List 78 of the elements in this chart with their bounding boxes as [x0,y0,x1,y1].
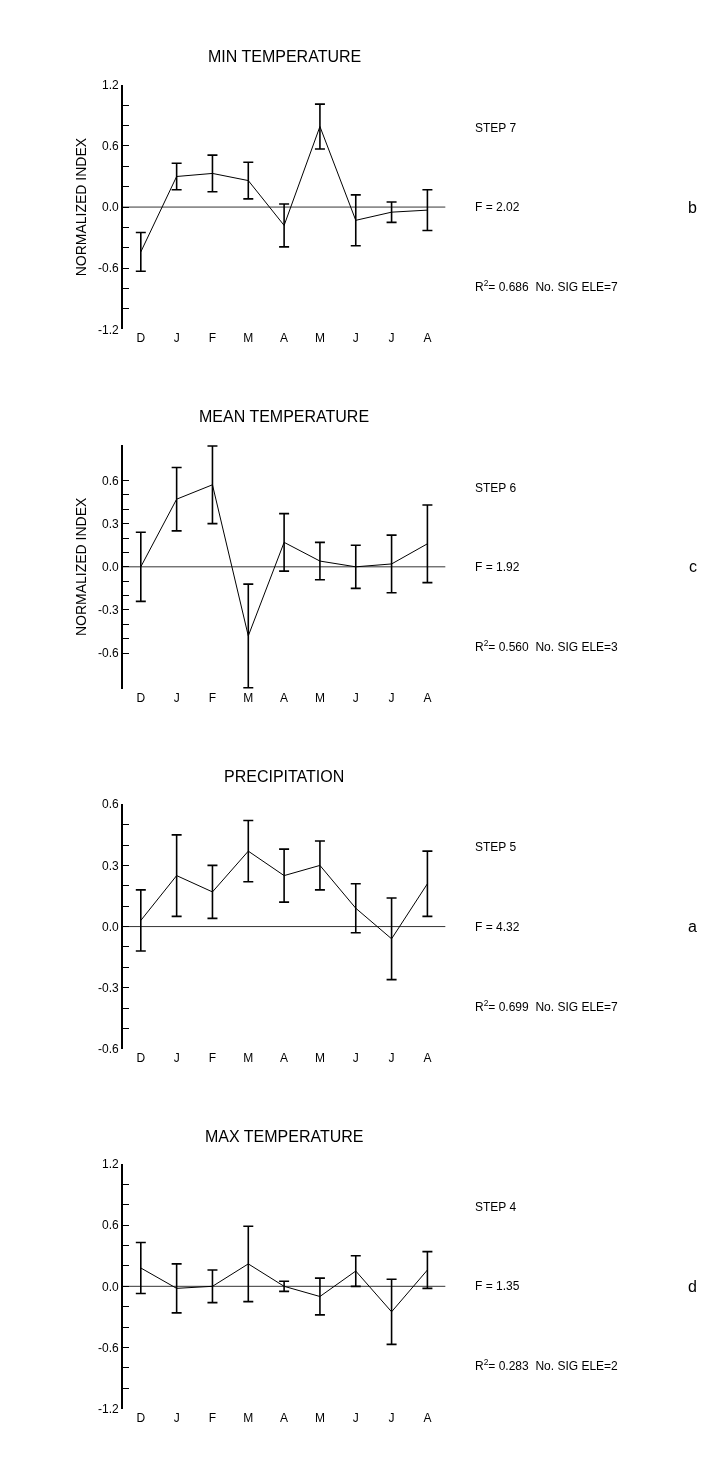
text: STEP 7 [475,121,517,135]
y-tick-label: 0.6 [102,797,120,812]
chart-title: PRECIPITATION [224,768,345,785]
y-tick-label: -1.2 [98,322,120,337]
text: b [688,199,697,216]
x-tick-label: J [388,691,395,706]
chart-title: MIN TEMPERATURE [208,48,362,65]
x-tick-label: J [352,331,359,346]
x-tick-label: M [314,1050,325,1065]
x-tick-label: J [173,1050,180,1065]
x-tick-label: M [314,331,325,346]
x-tick-label: J [352,691,359,706]
x-tick-label: M [314,1410,325,1425]
y-tick-label: 0.0 [102,200,120,215]
y-tick-label: 0.6 [102,1218,120,1233]
x-tick-label: D [136,1410,146,1425]
y-tick-label: -1.2 [98,1401,120,1416]
y-tick-label: -0.6 [98,1340,120,1355]
x-tick-label: A [423,691,432,706]
x-tick-label: F [208,1050,217,1065]
text: R$^{2}$= 0.699 No. SIG ELE=7 [475,998,619,1015]
text: F = 2.02 [475,200,520,214]
x-tick-label: D [136,1050,146,1065]
y-tick-label: 0.0 [102,560,120,575]
x-tick-label: J [352,1410,359,1425]
x-tick-label: J [388,331,395,346]
text: R$^{2}$= 0.283 No. SIG ELE=2 [475,1357,619,1374]
y-tick-label: -0.3 [98,980,120,995]
x-tick-label: D [136,691,146,706]
y-tick-label: 1.2 [102,77,120,92]
x-tick-label: J [173,1410,180,1425]
text: d [688,1278,697,1295]
x-tick-label: M [243,691,254,706]
y-tick-label: 0.0 [102,919,120,934]
text: F = 1.35 [475,1279,520,1293]
x-tick-label: A [280,691,289,706]
x-tick-label: A [280,331,289,346]
x-tick-label: F [208,691,217,706]
text: a [688,918,697,935]
x-tick-label: A [423,1410,432,1425]
x-tick-label: F [208,331,217,346]
y-tick-label: 0.6 [102,139,120,154]
x-tick-label: J [352,1050,359,1065]
y-axis-title: NORMALIZED INDEX [73,496,90,637]
x-tick-label: A [423,1050,432,1065]
y-tick-label: 0.6 [102,473,120,488]
x-tick-label: A [280,1050,289,1065]
text: R$^{2}$= 0.560 No. SIG ELE=3 [475,638,619,655]
y-tick-label: 0.3 [102,516,120,531]
x-tick-label: A [280,1410,289,1425]
y-axis-title: NORMALIZED INDEX [73,137,90,277]
x-tick-label: J [173,691,180,706]
text: STEP 6 [475,481,517,495]
text: STEP 5 [475,840,517,854]
x-tick-label: D [136,331,146,346]
y-tick-label: 0.0 [102,1279,120,1294]
text: c [689,558,697,575]
x-tick-label: M [314,691,325,706]
x-tick-label: J [388,1410,395,1425]
text: F = 1.92 [475,560,520,574]
text: F = 4.32 [475,920,520,934]
x-tick-label: M [243,1050,254,1065]
x-tick-label: A [423,331,432,346]
y-tick-label: -0.6 [98,261,120,276]
x-tick-label: J [173,331,180,346]
y-tick-label: -0.6 [98,1042,120,1057]
chart-title: MAX TEMPERATURE [205,1128,364,1145]
x-tick-label: M [243,331,254,346]
text: R$^{2}$= 0.686 No. SIG ELE=7 [475,278,619,295]
x-tick-label: M [243,1410,254,1425]
y-tick-label: 1.2 [102,1157,120,1172]
text: STEP 4 [475,1200,517,1214]
y-tick-label: -0.6 [98,646,120,661]
y-tick-label: -0.3 [98,603,120,618]
x-tick-label: F [208,1410,217,1425]
chart-title: MEAN TEMPERATURE [199,408,370,425]
x-tick-label: J [388,1050,395,1065]
y-tick-label: 0.3 [102,858,120,873]
